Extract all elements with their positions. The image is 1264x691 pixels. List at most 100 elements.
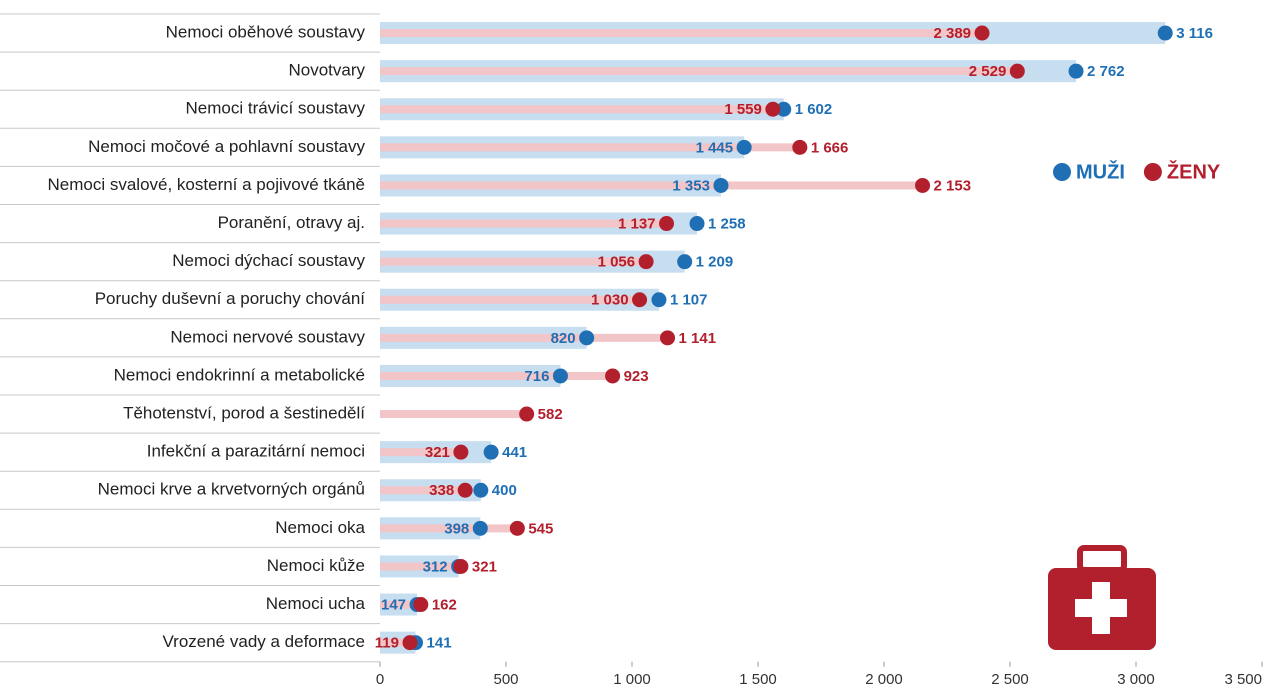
value-label: 141 (427, 635, 452, 652)
value-label: 1 137 (618, 216, 656, 233)
x-tick-label: 1 500 (739, 671, 777, 688)
women-bar (380, 105, 773, 113)
women-dot (792, 140, 807, 155)
value-label: 2 389 (933, 25, 971, 42)
women-bar (380, 181, 923, 189)
women-dot (915, 178, 930, 193)
value-label: 1 559 (724, 101, 762, 118)
men-dot (690, 216, 705, 231)
value-label: 1 107 (670, 292, 708, 309)
value-label: 1 141 (679, 330, 717, 347)
category-label: Nemoci močové a pohlavní soustavy (88, 137, 365, 156)
value-label: 545 (528, 520, 553, 537)
category-label: Infekční a parazitární nemoci (147, 442, 365, 461)
value-label: 119 (375, 635, 399, 652)
value-label: 1 258 (708, 216, 746, 233)
category-label: Nemoci kůže (267, 556, 365, 575)
value-label: 1 602 (795, 101, 833, 118)
x-tick-label: 3 500 (1224, 671, 1262, 688)
category-label: Nemoci krve a krvetvorných orgánů (98, 480, 365, 499)
men-dot (713, 178, 728, 193)
value-label: 162 (432, 597, 457, 614)
men-dot (677, 254, 692, 269)
value-label: 321 (425, 444, 450, 461)
men-dot (484, 445, 499, 460)
women-dot (659, 216, 674, 231)
legend-label: MUŽI (1076, 159, 1125, 183)
category-label: Nemoci trávicí soustavy (186, 99, 366, 118)
women-bar (380, 334, 668, 342)
x-tick-label: 2 500 (991, 671, 1029, 688)
women-bar (380, 29, 982, 37)
x-tick-label: 500 (493, 671, 518, 688)
value-label: 398 (444, 520, 469, 537)
value-label: 923 (624, 368, 649, 385)
category-label: Nemoci dýchací soustavy (172, 251, 365, 270)
women-dot (605, 368, 620, 383)
value-label: 2 762 (1087, 63, 1125, 80)
value-label: 1 209 (696, 254, 734, 271)
category-label: Poruchy duševní a poruchy chování (95, 289, 366, 308)
value-label: 1 056 (598, 254, 636, 271)
women-dot (458, 483, 473, 498)
x-tick-label: 1 000 (613, 671, 651, 688)
men-dot (553, 368, 568, 383)
illustration (1048, 548, 1156, 650)
women-dot (402, 635, 417, 650)
men-dot (737, 140, 752, 155)
men-dot (651, 292, 666, 307)
value-label: 820 (551, 330, 576, 347)
x-tick-label: 2 000 (865, 671, 903, 688)
value-label: 2 529 (969, 63, 1007, 80)
women-dot (660, 330, 675, 345)
value-label: 582 (538, 406, 563, 423)
men-dot (579, 330, 594, 345)
women-bar (380, 562, 461, 570)
category-label: Těhotenství, porod a šestinedělí (123, 404, 365, 423)
value-label: 1 666 (811, 139, 849, 156)
women-dot (1010, 64, 1025, 79)
value-label: 441 (502, 444, 527, 461)
value-label: 2 153 (934, 177, 972, 194)
value-label: 3 116 (1176, 25, 1213, 42)
value-label: 312 (423, 558, 448, 575)
men-dot (1069, 64, 1084, 79)
women-bar (380, 410, 527, 418)
value-label: 1 445 (696, 139, 734, 156)
category-label: Nemoci nervové soustavy (170, 327, 365, 346)
legend-marker (1144, 163, 1162, 181)
category-label: Vrozené vady a deformace (162, 632, 365, 651)
category-label: Novotvary (288, 61, 365, 80)
women-dot (453, 559, 468, 574)
women-dot (519, 407, 534, 422)
women-dot (632, 292, 647, 307)
women-dot (639, 254, 654, 269)
women-dot (413, 597, 428, 612)
category-label: Poranění, otravy aj. (218, 213, 365, 232)
value-label: 1 353 (672, 177, 710, 194)
category-label: Nemoci endokrinní a metabolické (114, 365, 365, 384)
category-label: Nemoci svalové, kosterní a pojivové tkán… (48, 175, 366, 194)
legend-marker (1053, 163, 1071, 181)
category-label: Nemoci ucha (266, 594, 366, 613)
value-label: 321 (472, 558, 497, 575)
value-label: 716 (524, 368, 549, 385)
legend-label: ŽENY (1167, 159, 1221, 183)
women-dot (453, 445, 468, 460)
women-bar (380, 372, 613, 380)
category-label: Nemoci oběhové soustavy (166, 23, 366, 42)
x-tick-label: 3 000 (1117, 671, 1155, 688)
women-dot (975, 26, 990, 41)
value-label: 338 (429, 482, 454, 499)
value-label: 1 030 (591, 292, 629, 309)
women-bar (380, 67, 1017, 75)
value-label: 400 (492, 482, 517, 499)
men-dot (1158, 26, 1173, 41)
chart: Nemoci oběhové soustavy Novotvary Nemoci t… (0, 0, 1264, 691)
men-dot (473, 483, 488, 498)
x-tick-label: 0 (376, 671, 384, 688)
category-label: Nemoci oka (275, 518, 365, 537)
women-dot (510, 521, 525, 536)
women-dot (765, 102, 780, 117)
men-dot (473, 521, 488, 536)
